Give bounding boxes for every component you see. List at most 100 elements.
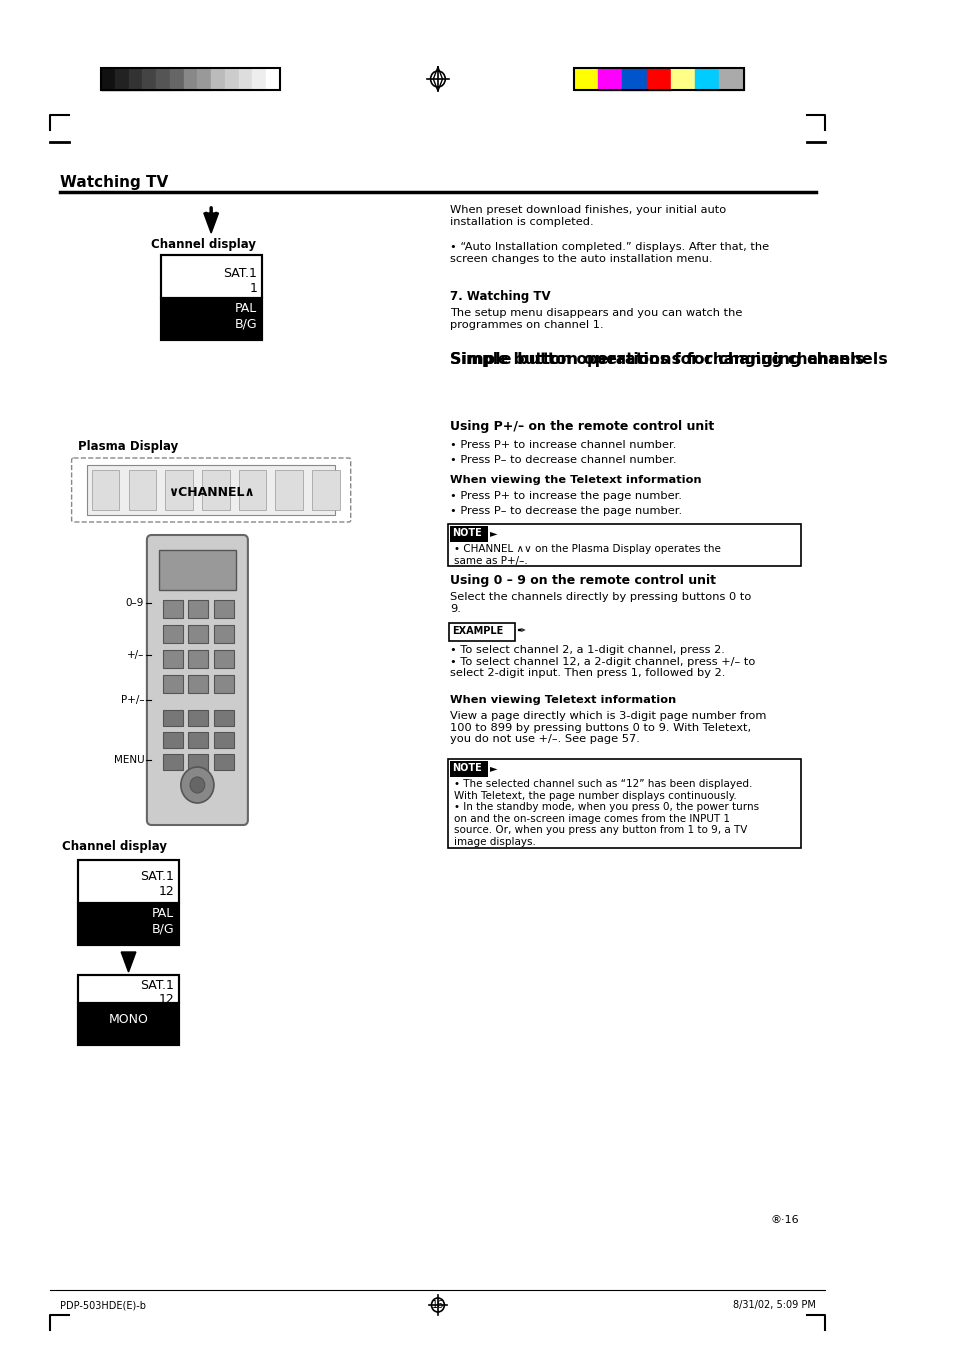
Bar: [142, 68, 156, 91]
Bar: [670, 68, 695, 91]
Text: • Press P+ to increase channel number.: • Press P+ to increase channel number.: [450, 440, 676, 451]
Text: 7. Watching TV: 7. Watching TV: [450, 290, 550, 303]
Text: B/G: B/G: [152, 921, 174, 935]
Text: NOTE: NOTE: [451, 528, 481, 538]
Bar: [621, 68, 646, 91]
Text: PAL: PAL: [234, 302, 256, 315]
Text: When preset download finishes, your initial auto
installation is completed.: When preset download finishes, your init…: [450, 206, 725, 226]
Text: Simple button operations for changing channels: Simple button operations for changing ch…: [450, 352, 886, 367]
Bar: [162, 625, 183, 643]
FancyBboxPatch shape: [448, 759, 800, 848]
Bar: [101, 68, 280, 91]
Bar: [160, 298, 261, 340]
Bar: [158, 551, 235, 590]
Bar: [266, 68, 280, 91]
Bar: [78, 902, 179, 944]
Text: • To select channel 2, a 1-digit channel, press 2.
• To select channel 12, a 2-d: • To select channel 2, a 1-digit channel…: [450, 645, 755, 678]
Text: SAT.1: SAT.1: [223, 267, 256, 280]
Bar: [170, 68, 183, 91]
Text: 0–9: 0–9: [126, 598, 144, 607]
Text: Select the channels directly by pressing buttons 0 to
9.: Select the channels directly by pressing…: [450, 593, 750, 614]
Bar: [213, 675, 233, 693]
Text: ®·16: ®·16: [769, 1215, 798, 1224]
Bar: [213, 625, 233, 643]
Bar: [238, 68, 253, 91]
Text: MENU: MENU: [113, 755, 144, 764]
Bar: [162, 732, 183, 748]
Bar: [160, 254, 261, 340]
Text: NOTE: NOTE: [451, 763, 481, 773]
Text: Simple button operations for changing channels: Simple button operations for changing ch…: [450, 352, 863, 367]
Text: Using 0 – 9 on the remote control unit: Using 0 – 9 on the remote control unit: [450, 574, 715, 587]
Bar: [162, 754, 183, 770]
Text: SAT.1: SAT.1: [140, 980, 174, 992]
Bar: [719, 68, 743, 91]
Bar: [573, 68, 743, 91]
Bar: [162, 710, 183, 727]
Bar: [183, 68, 197, 91]
Bar: [598, 68, 621, 91]
Bar: [129, 469, 156, 510]
FancyBboxPatch shape: [449, 622, 515, 641]
Text: Using P+/– on the remote control unit: Using P+/– on the remote control unit: [450, 419, 714, 433]
Bar: [211, 68, 225, 91]
Text: Watching TV: Watching TV: [60, 175, 168, 189]
Bar: [213, 710, 233, 727]
Bar: [450, 526, 488, 543]
Circle shape: [190, 777, 205, 793]
Bar: [162, 675, 183, 693]
Circle shape: [181, 767, 213, 802]
Text: ∨CHANNEL∧: ∨CHANNEL∧: [168, 486, 254, 498]
Text: B/G: B/G: [234, 317, 256, 330]
Bar: [213, 649, 233, 668]
Text: Channel display: Channel display: [62, 840, 167, 852]
Text: +/–: +/–: [127, 649, 144, 660]
Text: ✒: ✒: [516, 626, 525, 636]
Bar: [202, 469, 230, 510]
Text: When viewing Teletext information: When viewing Teletext information: [450, 695, 676, 705]
Bar: [188, 710, 208, 727]
Bar: [78, 976, 179, 1003]
Bar: [188, 732, 208, 748]
Bar: [160, 254, 261, 298]
Bar: [165, 469, 193, 510]
Bar: [188, 649, 208, 668]
Bar: [312, 469, 339, 510]
Polygon shape: [121, 953, 135, 971]
FancyBboxPatch shape: [71, 459, 351, 522]
Bar: [238, 469, 266, 510]
Bar: [129, 68, 142, 91]
Bar: [188, 625, 208, 643]
Text: • Press P– to decrease the page number.: • Press P– to decrease the page number.: [450, 506, 681, 515]
Bar: [646, 68, 670, 91]
Bar: [101, 68, 114, 91]
Bar: [695, 68, 719, 91]
Bar: [156, 68, 170, 91]
Bar: [78, 861, 179, 902]
Bar: [225, 68, 238, 91]
Bar: [450, 760, 488, 777]
Text: ►: ►: [490, 528, 497, 538]
Text: EXAMPLE: EXAMPLE: [451, 626, 502, 636]
Text: PDP-503HDE(E)-b: PDP-503HDE(E)-b: [60, 1300, 146, 1310]
Text: SAT.1: SAT.1: [140, 870, 174, 884]
Text: ►: ►: [490, 763, 497, 773]
Text: PAL: PAL: [152, 907, 174, 920]
Polygon shape: [204, 212, 218, 233]
Text: 12: 12: [158, 885, 174, 898]
Bar: [78, 861, 179, 944]
Bar: [188, 599, 208, 618]
Text: • CHANNEL ∧∨ on the Plasma Display operates the
same as P+/–.: • CHANNEL ∧∨ on the Plasma Display opera…: [453, 544, 720, 566]
Text: When viewing the Teletext information: When viewing the Teletext information: [450, 475, 700, 484]
Text: P+/–: P+/–: [120, 695, 144, 705]
Text: The setup menu disappears and you can watch the
programmes on channel 1.: The setup menu disappears and you can wa…: [450, 308, 741, 330]
Bar: [253, 68, 266, 91]
Text: MONO: MONO: [109, 1013, 149, 1026]
Bar: [213, 732, 233, 748]
Text: 16: 16: [432, 1300, 443, 1310]
Bar: [213, 754, 233, 770]
Text: 12: 12: [158, 993, 174, 1007]
Bar: [78, 976, 179, 1045]
Bar: [188, 754, 208, 770]
Text: • “Auto Installation completed.” displays. After that, the
screen changes to the: • “Auto Installation completed.” display…: [450, 242, 768, 264]
